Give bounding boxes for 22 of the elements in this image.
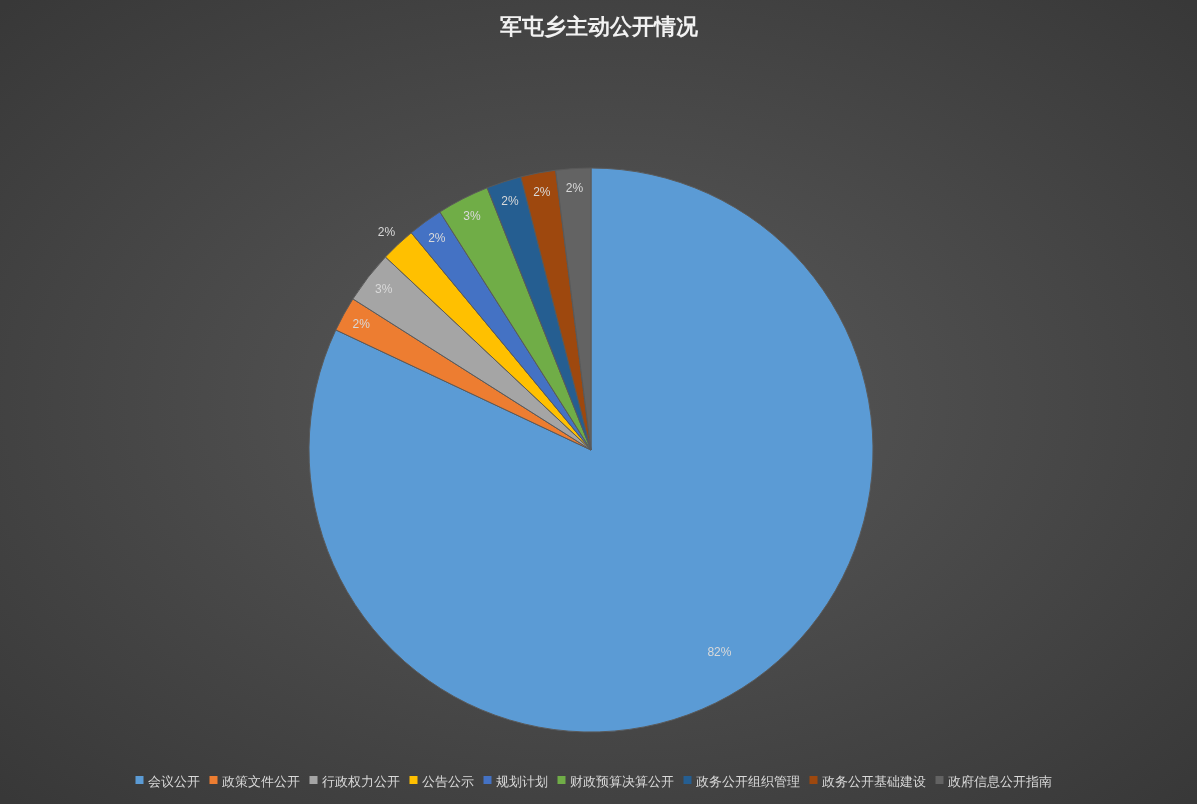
- legend-item: 会议公开: [135, 774, 200, 789]
- data-label: 2%: [428, 230, 446, 245]
- data-label: 2%: [565, 181, 584, 196]
- data-label: 3%: [463, 209, 481, 224]
- legend-label: 规划计划: [495, 774, 548, 789]
- legend-item: 政策文件公开: [209, 774, 300, 789]
- chart-title: 军屯乡主动公开情况: [499, 13, 699, 39]
- legend-item: 政府信息公开指南: [935, 774, 1052, 789]
- legend-label: 公告公示: [421, 774, 474, 789]
- data-label: 2%: [501, 193, 519, 208]
- legend-item: 财政预算决算公开: [557, 774, 674, 789]
- data-label: 2%: [377, 225, 396, 240]
- legend-item: 政务公开基础建设: [809, 774, 926, 789]
- legend-item: 公告公示: [409, 774, 474, 789]
- legend-item: 政务公开组织管理: [683, 774, 800, 789]
- data-label: 82%: [707, 645, 732, 660]
- legend-item: 行政权力公开: [309, 774, 400, 789]
- data-label: 2%: [533, 185, 551, 200]
- pie-slice: [308, 167, 874, 733]
- data-label: 2%: [352, 316, 371, 331]
- slice-label: 会议公开: [147, 774, 200, 789]
- legend-item: 规划计划: [483, 774, 548, 789]
